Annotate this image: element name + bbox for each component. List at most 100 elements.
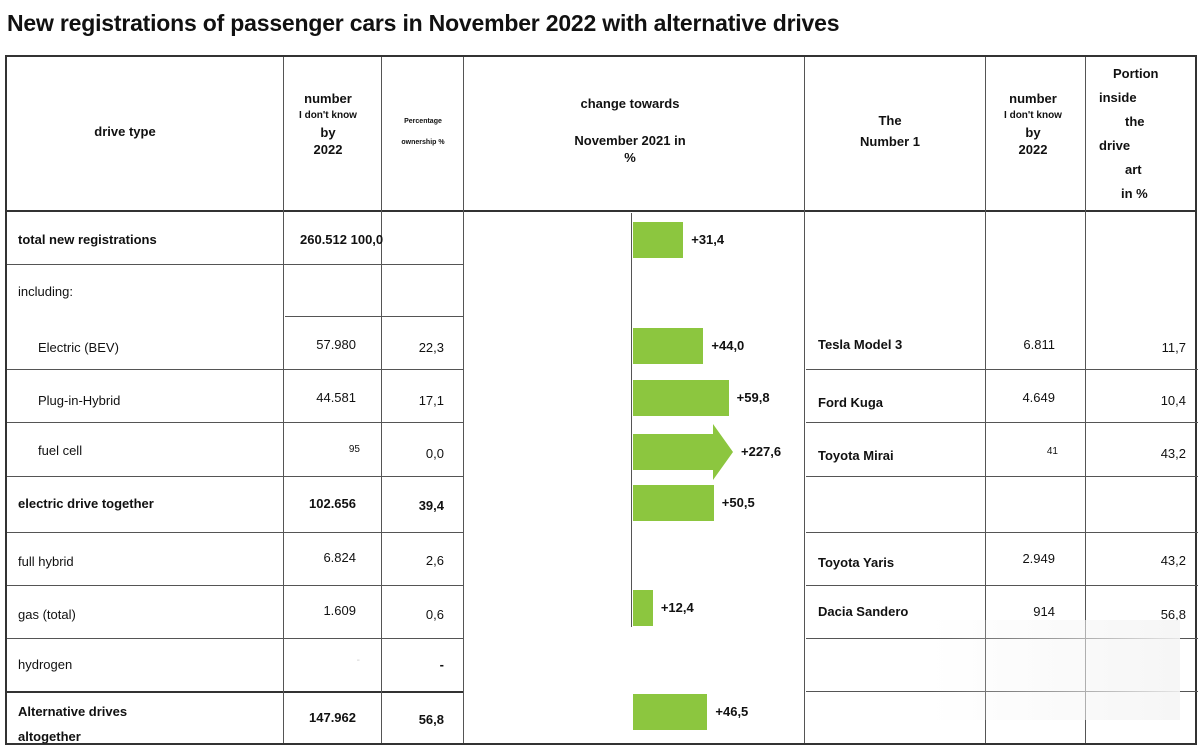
row-portion: 43,2 bbox=[1160, 446, 1186, 461]
row-label: electric drive together bbox=[18, 496, 154, 511]
change-bar bbox=[633, 590, 653, 626]
header-percentage-line2: ownership % bbox=[401, 139, 445, 146]
row-divider bbox=[806, 585, 1198, 586]
col-divider bbox=[463, 57, 464, 743]
header-percentage-line1: Percentage bbox=[404, 118, 442, 125]
row-divider bbox=[7, 369, 463, 370]
header-portion-line6: in % bbox=[1121, 186, 1148, 201]
row-label-line1: Alternative drives bbox=[18, 704, 128, 719]
row-label: full hybrid bbox=[18, 554, 74, 569]
row-label-line2: altogether bbox=[18, 729, 81, 744]
header-percentage: Percentage ownership % bbox=[385, 118, 461, 146]
row-top-model: Tesla Model 3 bbox=[818, 337, 903, 352]
row-pct: 0,6 bbox=[425, 607, 444, 622]
change-bar bbox=[633, 380, 729, 416]
change-bar bbox=[633, 222, 684, 258]
row-portion: 10,4 bbox=[1160, 393, 1186, 408]
row-pct: - bbox=[439, 657, 444, 672]
row-divider bbox=[806, 422, 1198, 423]
row-divider bbox=[7, 691, 463, 693]
header-portion-line3: the bbox=[1125, 114, 1145, 129]
header-number: number I don't know by 2022 bbox=[282, 88, 374, 157]
header-change: change towards November 2021 in % bbox=[530, 93, 730, 165]
row-label: including: bbox=[18, 284, 73, 299]
row-label: gas (total) bbox=[18, 607, 76, 622]
row-number: 260.512 100,0 bbox=[300, 232, 384, 247]
col-divider bbox=[1085, 57, 1086, 743]
row-pct: 56,8 bbox=[418, 712, 444, 727]
header-portion: Portion inside the drive art in % bbox=[1095, 62, 1195, 206]
col-divider bbox=[283, 57, 284, 743]
header-divider bbox=[7, 210, 1195, 212]
row-number: 95 bbox=[348, 444, 360, 455]
row-label: fuel cell bbox=[38, 443, 83, 458]
header-top-number-line2: I don't know bbox=[1004, 110, 1062, 121]
change-bar-label: +227,6 bbox=[741, 444, 782, 459]
watermark-fade bbox=[930, 620, 1180, 720]
row-divider bbox=[7, 638, 463, 639]
col-divider bbox=[985, 57, 986, 743]
row-label: Plug-in-Hybrid bbox=[38, 393, 121, 408]
row-number: 1.609 bbox=[323, 603, 356, 618]
header-top-number: number I don't know by 2022 bbox=[988, 88, 1078, 157]
change-bar-label: +31,4 bbox=[691, 232, 725, 247]
row-top-number: 914 bbox=[1033, 604, 1055, 619]
change-bar-arrow-shape bbox=[633, 424, 733, 480]
header-portion-line2: inside bbox=[1099, 90, 1137, 105]
header-top-model: The Number 1 bbox=[830, 110, 950, 152]
header-portion-line1: Portion bbox=[1113, 66, 1159, 81]
row-divider bbox=[7, 585, 463, 586]
row-portion: 11,7 bbox=[1161, 340, 1186, 355]
change-bar-label: +12,4 bbox=[660, 600, 694, 615]
row-pct: 2,6 bbox=[425, 553, 444, 568]
row-number: 6.824 bbox=[323, 550, 356, 565]
change-bar-arrow bbox=[633, 424, 733, 480]
header-top-model-line2: Number 1 bbox=[860, 134, 920, 149]
row-portion: 56,8 bbox=[1160, 607, 1186, 622]
row-label: hydrogen bbox=[18, 657, 73, 672]
row-divider bbox=[7, 532, 463, 533]
header-top-number-line1: number bbox=[1009, 91, 1057, 106]
header-change-line3: % bbox=[624, 150, 636, 165]
header-number-line3: by bbox=[320, 125, 336, 140]
row-number: 102.656 bbox=[309, 496, 356, 511]
row-divider bbox=[7, 476, 463, 477]
header-top-model-line1: The bbox=[878, 113, 902, 128]
row-pct: 0,0 bbox=[425, 446, 444, 461]
change-bar bbox=[633, 328, 704, 364]
header-top-number-line4: 2022 bbox=[1018, 142, 1048, 157]
row-top-model: Toyota Mirai bbox=[818, 448, 894, 463]
row-portion: 43,2 bbox=[1160, 553, 1186, 568]
header-top-number-line3: by bbox=[1025, 125, 1041, 140]
row-top-number: 2.949 bbox=[1022, 551, 1055, 566]
header-change-line2: November 2021 in bbox=[574, 133, 686, 148]
row-divider bbox=[806, 532, 1198, 533]
row-label: Alternative drives altogether bbox=[18, 699, 127, 749]
row-top-number: 6.811 bbox=[1023, 337, 1055, 352]
row-number: 57.980 bbox=[316, 337, 356, 352]
row-top-model: Dacia Sandero bbox=[818, 604, 909, 619]
header-number-line2: I don't know bbox=[299, 110, 357, 121]
change-bar-label: +46,5 bbox=[715, 704, 749, 719]
row-top-model: Ford Kuga bbox=[818, 395, 883, 410]
page-title: New registrations of passenger cars in N… bbox=[7, 10, 840, 36]
header-number-line1: number bbox=[304, 91, 352, 106]
row-top-number: 41 bbox=[1046, 446, 1058, 457]
header-drive-type: drive type bbox=[94, 124, 156, 139]
row-divider bbox=[285, 316, 463, 317]
header-number-line4: 2022 bbox=[313, 142, 343, 157]
row-pct: 22,3 bbox=[418, 340, 444, 355]
change-bar bbox=[633, 485, 714, 521]
change-bar bbox=[633, 694, 708, 730]
col-divider bbox=[381, 57, 382, 743]
row-top-number: 4.649 bbox=[1022, 390, 1055, 405]
row-number: 44.581 bbox=[316, 390, 356, 405]
row-label: Electric (BEV) bbox=[38, 340, 119, 355]
row-number: 147.962 bbox=[309, 710, 356, 725]
header-change-line1: change towards bbox=[580, 96, 680, 111]
registrations-table bbox=[5, 55, 1198, 745]
row-top-model: Toyota Yaris bbox=[818, 555, 895, 570]
change-bar-label: +59,8 bbox=[736, 390, 770, 405]
row-divider bbox=[7, 264, 463, 265]
change-bar-label: +50,5 bbox=[721, 495, 755, 510]
